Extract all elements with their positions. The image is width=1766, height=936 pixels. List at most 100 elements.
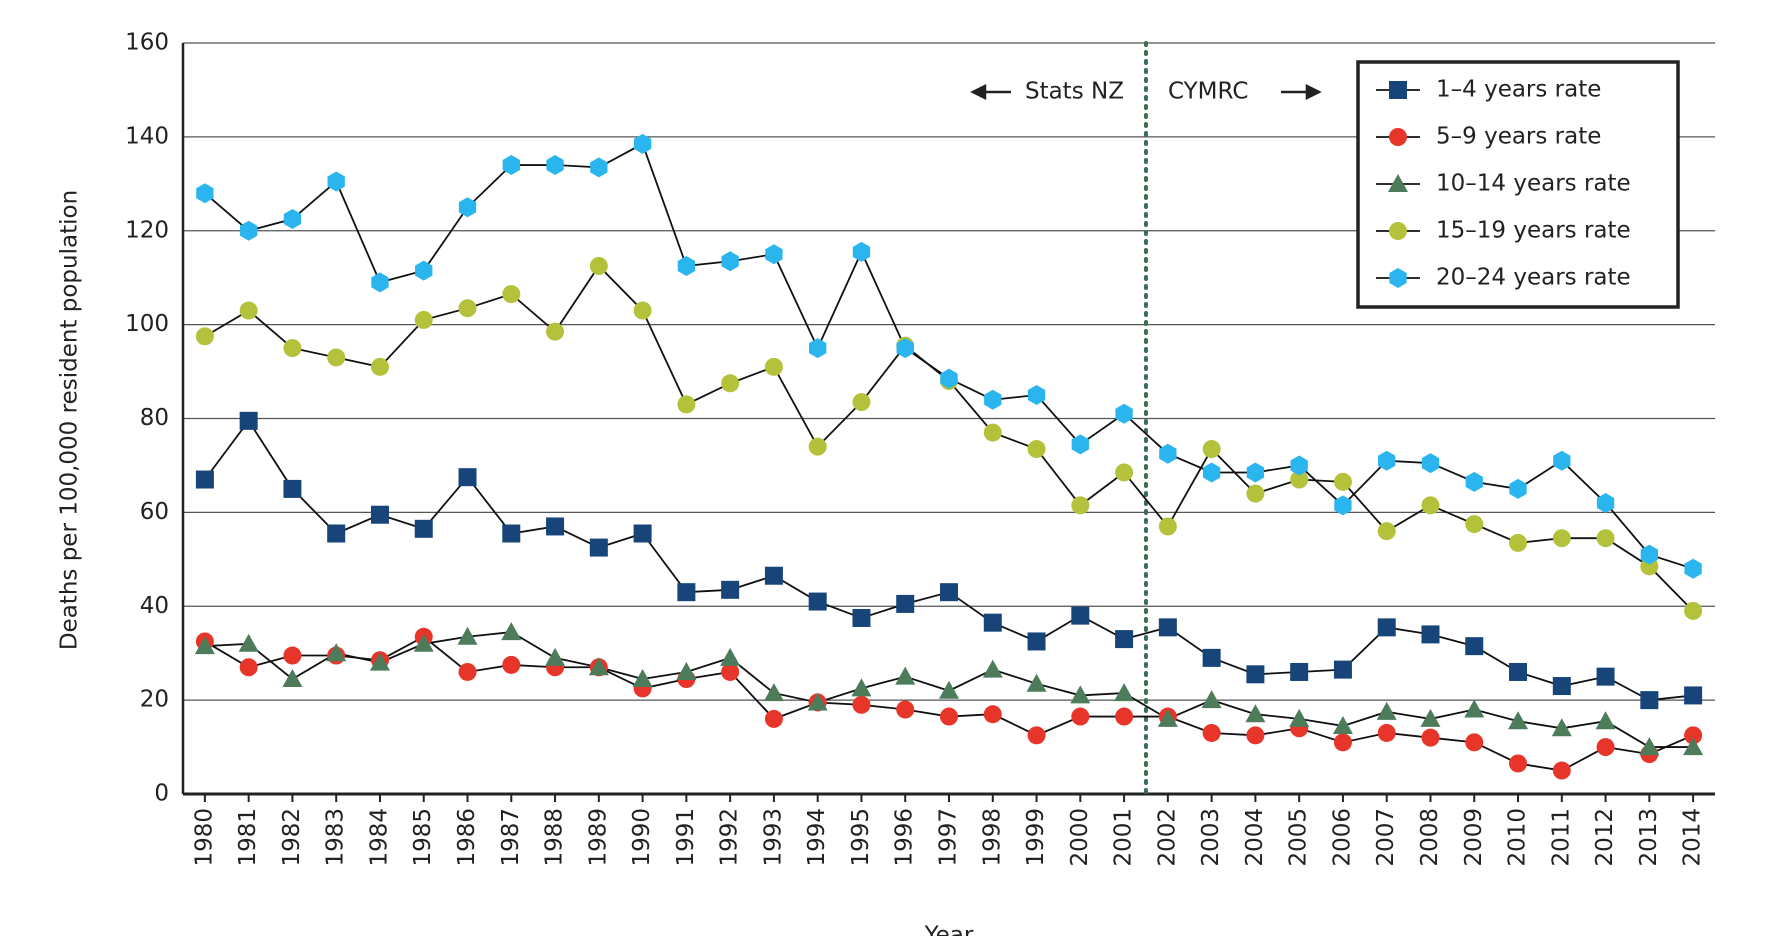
marker: [721, 580, 740, 599]
marker: [632, 669, 653, 688]
marker: [1158, 618, 1177, 637]
marker: [1465, 471, 1483, 492]
x-tick-label: 1990: [629, 808, 655, 867]
arrow-right: [1280, 83, 1322, 101]
annotation-right: CYMRC: [1168, 79, 1248, 105]
marker: [1158, 517, 1177, 536]
marker: [1027, 726, 1046, 745]
marker: [1684, 558, 1702, 579]
marker: [1376, 701, 1397, 720]
marker: [238, 633, 259, 652]
x-tick-label: 1995: [848, 808, 874, 867]
marker: [676, 661, 697, 680]
marker: [1159, 443, 1177, 464]
marker: [1551, 718, 1572, 737]
y-axis-label: Deaths per 100,000 resident population: [57, 190, 83, 650]
x-tick-label: 1982: [279, 808, 305, 867]
x-tick-label: 1980: [191, 808, 217, 867]
marker: [589, 538, 608, 557]
marker: [1027, 385, 1046, 406]
x-tick-label: 1992: [717, 808, 743, 867]
marker: [982, 659, 1003, 678]
marker: [239, 411, 258, 430]
marker: [852, 393, 871, 412]
marker: [1070, 685, 1091, 704]
marker: [1202, 440, 1221, 459]
x-tick-label: 2000: [1067, 808, 1093, 867]
y-tick-label: 120: [125, 217, 169, 243]
marker: [414, 310, 433, 329]
marker: [1684, 726, 1703, 745]
marker: [983, 423, 1002, 442]
marker: [283, 646, 302, 665]
marker: [1509, 478, 1527, 499]
x-tick-label: 1996: [892, 808, 918, 867]
marker: [327, 171, 345, 192]
marker: [1332, 715, 1353, 734]
marker: [896, 338, 914, 359]
marker: [413, 633, 434, 652]
x-tick-label: 2003: [1198, 808, 1224, 867]
x-tick-label: 2007: [1373, 808, 1399, 867]
marker: [1552, 677, 1571, 696]
x-tick-label: 2009: [1461, 808, 1487, 867]
marker: [458, 299, 477, 318]
marker: [546, 517, 565, 536]
marker: [1465, 637, 1484, 656]
marker: [677, 395, 696, 414]
marker: [1389, 268, 1407, 288]
marker: [1115, 707, 1134, 726]
marker: [940, 583, 958, 602]
marker: [283, 339, 302, 358]
x-tick-label: 1989: [585, 808, 611, 867]
marker: [1389, 128, 1407, 146]
marker: [677, 255, 696, 276]
marker: [1377, 522, 1396, 541]
marker: [1333, 472, 1352, 491]
marker: [1334, 495, 1352, 516]
marker: [809, 338, 827, 359]
x-tick-label: 1981: [235, 808, 261, 867]
marker: [502, 155, 520, 176]
y-tick-label: 80: [140, 405, 169, 431]
marker: [1071, 434, 1089, 455]
x-tick-label: 1986: [454, 808, 480, 867]
marker: [1465, 733, 1484, 752]
x-tick-label: 1993: [760, 808, 786, 867]
legend-label: 1–4 years rate: [1436, 77, 1601, 103]
marker: [588, 657, 609, 676]
marker: [1509, 662, 1528, 681]
marker: [1596, 738, 1615, 757]
marker: [1245, 704, 1266, 723]
marker: [327, 348, 346, 367]
x-tick-label: 2004: [1242, 808, 1268, 867]
x-tick-label: 2005: [1286, 808, 1312, 867]
marker: [1388, 174, 1408, 192]
marker: [1640, 544, 1659, 565]
x-tick-label: 2006: [1329, 808, 1355, 867]
marker: [1421, 728, 1440, 747]
marker: [1202, 648, 1221, 667]
marker: [1552, 761, 1571, 780]
marker: [502, 655, 521, 674]
x-tick-label: 2014: [1680, 808, 1706, 867]
marker: [196, 183, 214, 204]
marker: [590, 157, 608, 178]
x-axis-label: Year: [924, 923, 974, 936]
marker: [1027, 632, 1046, 651]
marker: [721, 374, 740, 393]
marker: [940, 707, 958, 726]
marker: [1246, 484, 1265, 503]
legend-label: 10–14 years rate: [1436, 171, 1631, 197]
marker: [589, 256, 608, 275]
marker: [1157, 708, 1178, 727]
marker: [1596, 529, 1615, 548]
marker: [764, 357, 783, 376]
y-tick-label: 160: [125, 30, 169, 56]
marker: [327, 524, 346, 543]
legend-label: 15–19 years rate: [1436, 218, 1631, 244]
marker: [1639, 737, 1660, 756]
marker: [545, 647, 566, 666]
legend-label: 20–24 years rate: [1436, 265, 1631, 291]
